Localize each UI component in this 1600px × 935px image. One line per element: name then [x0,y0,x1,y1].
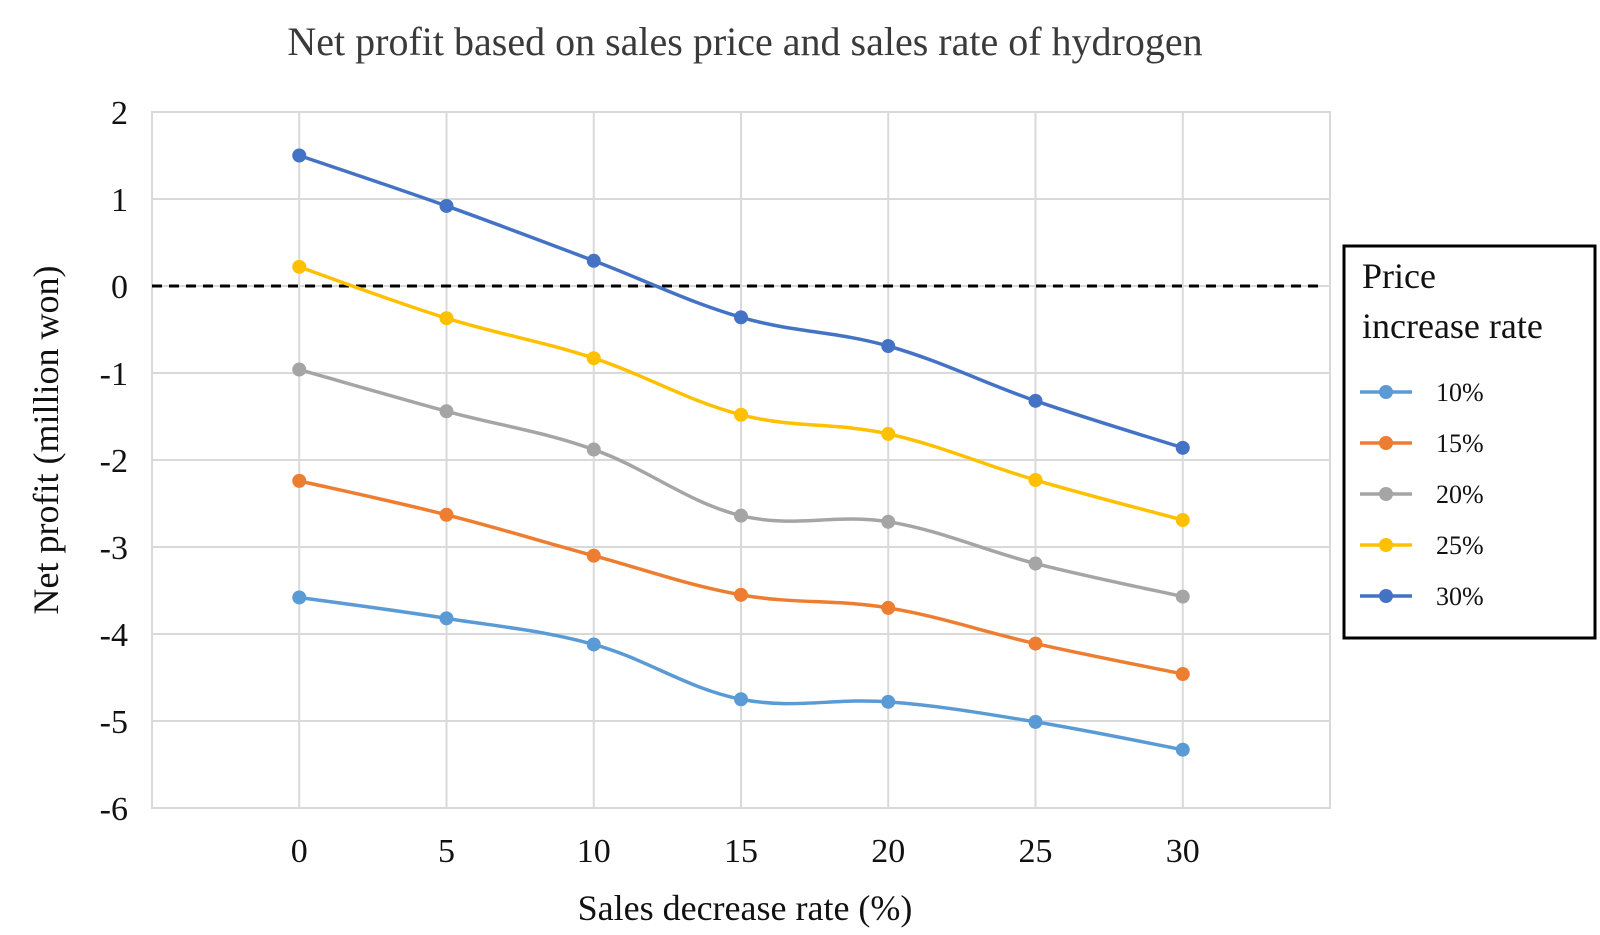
data-point [1175,440,1190,455]
legend-title-line2: increase rate [1362,306,1543,346]
data-point [1028,714,1043,729]
data-point [734,310,748,325]
legend-label: 25% [1436,531,1484,560]
data-point [881,694,896,709]
legend-label: 30% [1436,582,1484,611]
x-tick-label: 25 [1019,833,1053,870]
x-axis-ticks: 0 5 10 15 20 25 30 [291,833,1200,870]
data-point [439,311,454,326]
legend-label: 15% [1436,429,1484,458]
data-point [1028,393,1043,408]
y-tick-label: -1 [100,356,128,393]
data-point [881,426,896,441]
data-point [1028,473,1043,488]
legend: Price increase rate 10% 15% 20% 25% 30% [1342,244,1597,640]
data-point [881,514,896,529]
data-point [439,404,454,419]
x-tick-label: 10 [577,833,611,870]
legend-swatch-marker [1379,538,1393,552]
legend-swatch-marker [1379,385,1393,399]
data-point [586,548,601,563]
data-point [1175,667,1190,682]
legend-item: 10% [1360,378,1484,407]
legend-swatch-marker [1379,436,1393,450]
data-point [734,508,748,523]
data-point [292,473,307,488]
data-point [1028,636,1043,651]
data-point [292,362,307,377]
series-20pct [292,362,1190,604]
y-tick-label: 2 [111,95,128,132]
data-point [1175,742,1190,757]
data-point [586,637,601,652]
chart-title: Net profit based on sales price and sale… [287,19,1202,64]
data-point [439,611,454,626]
data-point [734,587,748,602]
series-group [292,148,1190,757]
data-point [881,600,896,615]
x-tick-label: 0 [291,833,308,870]
y-axis-label: Net profit (million won) [26,266,66,615]
legend-swatch-marker [1379,589,1393,603]
data-point [439,507,454,522]
data-point [1028,556,1043,571]
legend-label: 10% [1436,378,1484,407]
data-point [734,692,748,707]
y-tick-label: -4 [100,617,128,654]
data-point [586,253,601,268]
legend-label: 20% [1436,480,1484,509]
legend-item: 15% [1360,429,1484,458]
data-point [1175,589,1190,604]
legend-title-line1: Price [1362,256,1436,296]
data-point [881,339,896,354]
grid [151,111,1331,809]
legend-items: 10% 15% 20% 25% 30% [1360,378,1484,611]
data-point [1175,513,1190,528]
series-15pct [292,473,1190,682]
series-30pct [292,148,1190,455]
data-point [292,148,307,163]
legend-swatch-marker [1379,487,1393,501]
legend-item: 25% [1360,531,1484,560]
y-tick-label: -5 [100,704,128,741]
legend-item: 30% [1360,582,1484,611]
data-point [292,259,307,274]
x-tick-label: 30 [1166,833,1200,870]
y-tick-label: 1 [111,182,128,219]
data-point [586,442,601,457]
x-axis-label: Sales decrease rate (%) [578,888,913,928]
series-10pct [292,590,1190,757]
x-tick-label: 15 [724,833,758,870]
data-point [292,590,307,605]
y-tick-label: -3 [100,530,128,567]
x-tick-label: 20 [871,833,905,870]
data-point [734,407,748,422]
y-axis-ticks: 2 1 0 -1 -2 -3 -4 -5 -6 [100,95,128,828]
legend-item: 20% [1360,480,1484,509]
data-point [439,198,454,213]
series-25pct [292,259,1190,528]
data-point [586,351,601,366]
y-tick-label: 0 [111,269,128,306]
y-tick-label: -6 [100,791,128,828]
x-tick-label: 5 [438,833,455,870]
y-tick-label: -2 [100,443,128,480]
